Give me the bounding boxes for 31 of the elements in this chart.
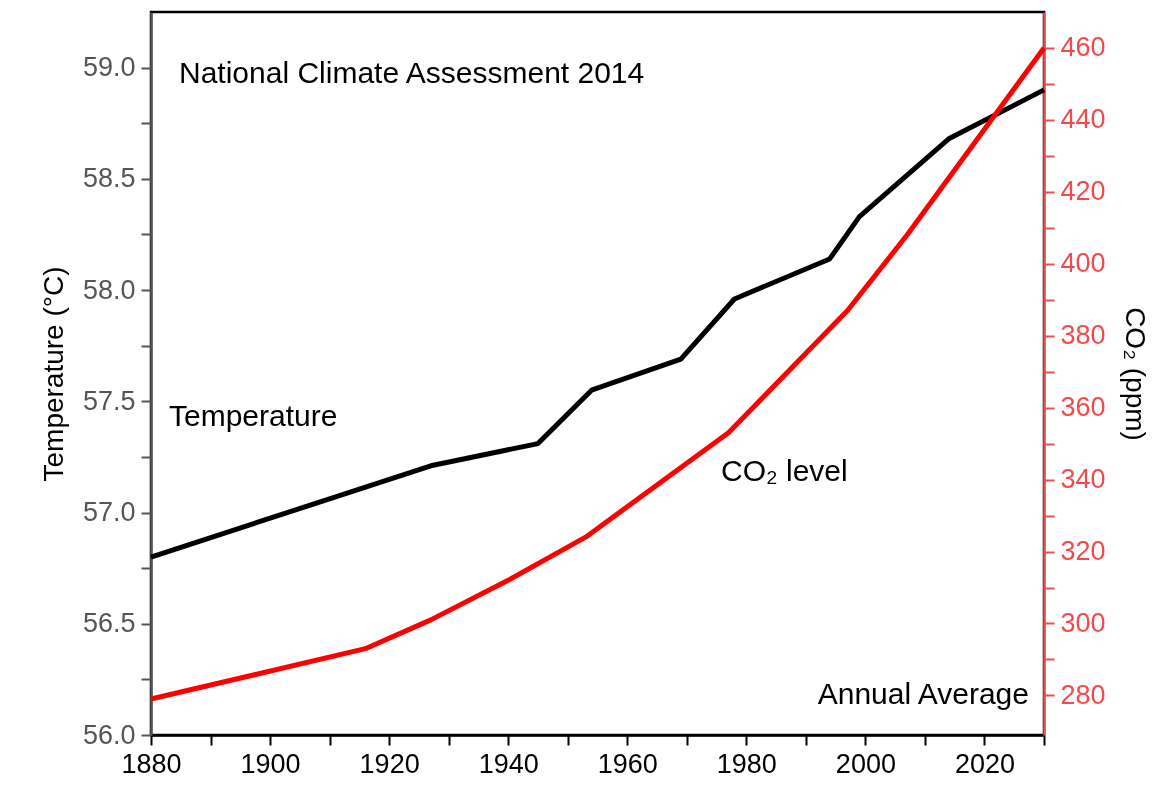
annotation: Annual Average xyxy=(817,677,1029,710)
y2-tick-label: 440 xyxy=(1060,104,1106,135)
y-tick-label: 56.0 xyxy=(82,719,136,750)
x-tick-label: 1980 xyxy=(716,748,777,779)
y-axis-title: Temperature (°C) xyxy=(37,266,69,482)
y2-tick-label: 320 xyxy=(1060,536,1106,567)
y2-tick-label: 400 xyxy=(1060,248,1106,279)
y2-tick-label: 340 xyxy=(1060,464,1106,495)
y-tick-label: 57.5 xyxy=(82,385,136,416)
series-label: CO₂ level xyxy=(721,454,848,487)
y2-tick-label: 300 xyxy=(1060,607,1106,638)
x-tick-label: 2000 xyxy=(835,748,896,779)
text: Temperature xyxy=(169,399,338,432)
y2-tick-label: 460 xyxy=(1060,32,1106,63)
y-tick-label: 57.0 xyxy=(82,497,136,528)
x-tick-label: 1940 xyxy=(478,748,539,779)
x-tick-label: 1960 xyxy=(597,748,658,779)
y-tick-label: 58.0 xyxy=(82,274,136,305)
annotation: National Climate Assessment 2014 xyxy=(179,56,645,89)
y2-tick-label: 280 xyxy=(1060,679,1106,710)
y-tick-label: 58.5 xyxy=(82,163,136,194)
y-tick-label: 59.0 xyxy=(82,52,136,83)
x-tick-label: 2020 xyxy=(954,748,1016,779)
y2-tick-label: 360 xyxy=(1060,392,1106,423)
x-tick-label: 1880 xyxy=(121,748,182,779)
y2-tick-label: 420 xyxy=(1060,176,1106,207)
x-tick-label: 1900 xyxy=(240,748,301,779)
y2-axis-title: CO₂ (ppm) xyxy=(1119,307,1151,441)
y-tick-label: 56.5 xyxy=(82,608,136,639)
x-tick-label: 1920 xyxy=(359,748,420,779)
y2-tick-label: 380 xyxy=(1060,320,1106,351)
